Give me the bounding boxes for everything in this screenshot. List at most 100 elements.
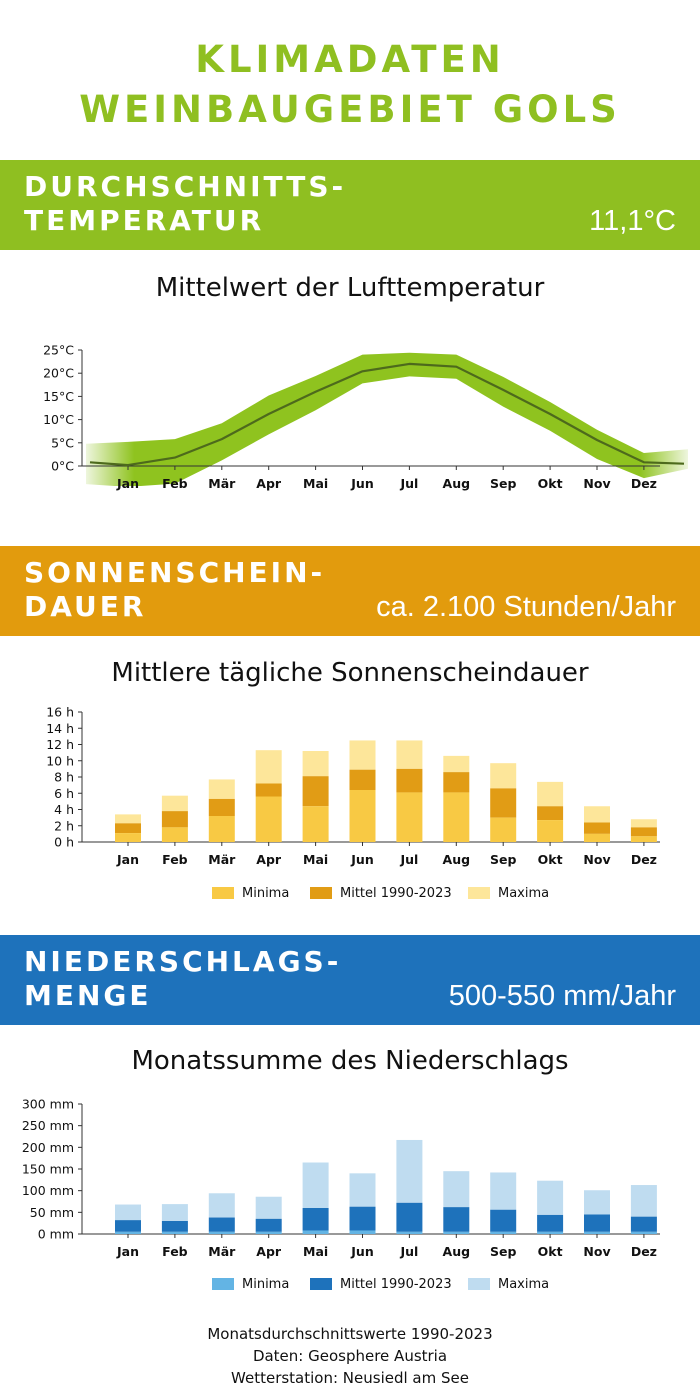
y-tick-label: 0 h (54, 835, 74, 850)
temperature-range-band (86, 352, 688, 486)
sunshine-heading-line-1: SONNENSCHEIN- (24, 556, 326, 589)
bar-mittel-mär (208, 1217, 235, 1232)
title-line-2: WEINBAUGEBIET GOLS (79, 88, 621, 131)
bar-minima-mai (302, 1230, 329, 1234)
legend-item-maxima: Maxima (468, 1274, 549, 1294)
precipitation-heading-line-1: NIEDERSCHLAGS- (24, 945, 342, 978)
x-tick-label-sep: Sep (490, 476, 516, 491)
legend-swatch-minima (212, 1278, 234, 1290)
legend-swatch-mittel (310, 887, 332, 899)
legend-label-maxima: Maxima (498, 1276, 550, 1292)
precipitation-value: 500-550 mm/Jahr (448, 980, 676, 1012)
bar-mittel-jul (396, 768, 423, 793)
temperature-mean-line (89, 362, 685, 467)
bar-mittel-okt (537, 806, 564, 821)
bar-maxima-nov (584, 806, 610, 823)
x-tick-label-okt: Okt (538, 1244, 563, 1259)
bar-maxima-jul (396, 740, 423, 769)
x-tick-label-apr: Apr (256, 476, 282, 491)
bar-minima-jan (115, 833, 141, 842)
bar-maxima-feb (161, 1204, 188, 1221)
x-tick-label-feb: Feb (162, 852, 188, 867)
x-tick-label-mai: Mai (303, 1244, 328, 1259)
bar-minima-aug (443, 1231, 470, 1234)
bar-maxima-okt (537, 781, 564, 807)
bar-minima-jun (349, 790, 376, 842)
bar-mittel-jan (115, 823, 141, 834)
legend-item-mittel: Mittel 1990-2023 (310, 883, 452, 903)
bar-mittel-apr (255, 1218, 282, 1232)
bar-minima-mär (208, 1231, 235, 1234)
bar-mittel-aug (443, 772, 470, 793)
bar-mittel-apr (255, 783, 282, 797)
legend-swatch-maxima (468, 1278, 490, 1290)
bar-maxima-aug (443, 755, 470, 773)
temperature-chart: 0°C 5°C 10°C 15°C 20°C 25°C Jan Feb Mär Apr Mai Jun… (43, 343, 688, 491)
x-tick-label-dez: Dez (631, 476, 657, 491)
y-tick-label: 10°C (43, 412, 74, 427)
bar-minima-feb (161, 1231, 188, 1234)
x-tick-label-okt: Okt (538, 852, 563, 867)
x-tick-label-aug: Aug (443, 1244, 471, 1259)
legend-label-mittel: Mittel 1990-2023 (340, 1276, 452, 1292)
bar-mittel-jun (349, 1206, 376, 1231)
x-tick-label-jan: Jan (116, 1244, 139, 1259)
legend-label-maxima: Maxima (498, 885, 550, 901)
y-tick-label: 8 h (54, 770, 74, 785)
x-tick-label-aug: Aug (443, 852, 471, 867)
bar-maxima-feb (161, 795, 188, 812)
bar-maxima-jun (349, 1173, 376, 1207)
x-tick-label-mär: Mär (208, 1244, 236, 1259)
y-tick-label: 20°C (43, 366, 74, 381)
y-tick-label: 0 mm (38, 1227, 74, 1242)
x-tick-label-mär: Mär (208, 476, 236, 491)
bar-minima-okt (537, 1231, 564, 1234)
bar-mittel-dez (630, 1216, 657, 1232)
sunshine-chart: 0 h 2 h4 h6 h8 h 10 h12 h14 h16 h Jan Feb Mär… (46, 705, 660, 867)
y-tick-label: 25°C (43, 343, 74, 358)
x-tick-label-mär: Mär (208, 852, 236, 867)
bar-minima-dez (630, 1231, 657, 1234)
x-tick-label-jun: Jun (350, 1244, 373, 1259)
bar-maxima-dez (630, 1185, 657, 1217)
y-tick-label: 300 mm (22, 1097, 74, 1112)
bar-mittel-jul (396, 1202, 423, 1232)
footer-line-3: Wetterstation: Neusiedl am See (231, 1369, 469, 1387)
legend-item-mittel: Mittel 1990-2023 (310, 1274, 452, 1294)
bar-minima-jul (396, 1231, 423, 1234)
bar-maxima-sep (490, 763, 517, 789)
legend-item-minima: Minima (212, 1274, 289, 1294)
bar-minima-jul (396, 792, 423, 842)
y-tick-label: 15°C (43, 389, 74, 404)
legend-label-minima: Minima (242, 885, 290, 901)
temperature-value: 11,1°C (589, 205, 676, 237)
bar-mittel-sep (490, 788, 517, 818)
x-tick-label-jul: Jul (399, 476, 418, 491)
y-tick-label: 14 h (46, 721, 74, 736)
x-tick-label-mai: Mai (303, 852, 328, 867)
bar-mittel-sep (490, 1209, 517, 1232)
x-tick-label-mai: Mai (303, 476, 328, 491)
bar-mittel-jun (349, 769, 376, 790)
bar-minima-mär (208, 816, 235, 842)
bar-minima-feb (161, 827, 188, 842)
x-tick-label-aug: Aug (443, 476, 471, 491)
title-line-1: KLIMADATEN (195, 38, 505, 81)
x-tick-label-sep: Sep (490, 1244, 516, 1259)
y-tick-label: 16 h (46, 705, 74, 720)
bar-maxima-mär (208, 779, 235, 799)
precipitation-legend: Minima Mittel 1990-2023 Maxima (0, 1274, 700, 1294)
bar-mittel-nov (584, 822, 610, 834)
x-tick-label-jan: Jan (116, 852, 139, 867)
y-tick-label: 10 h (46, 753, 74, 768)
bar-maxima-jul (396, 1139, 423, 1203)
bar-minima-aug (443, 792, 470, 842)
y-tick-label: 250 mm (22, 1118, 74, 1133)
bar-mittel-mai (302, 776, 329, 807)
sunshine-value: ca. 2.100 Stunden/Jahr (376, 591, 676, 623)
precipitation-heading-line-2: MENGE (24, 979, 152, 1012)
bar-minima-nov (584, 1231, 610, 1234)
x-tick-label-dez: Dez (631, 1244, 657, 1259)
bar-maxima-apr (255, 1196, 282, 1219)
temperature-header-band: DURCHSCHNITTS- TEMPERATUR 11,1°C (0, 160, 700, 250)
